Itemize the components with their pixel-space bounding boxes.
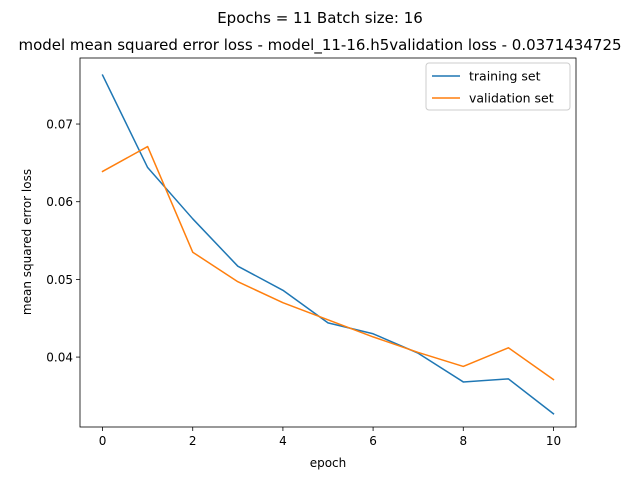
axes-frame xyxy=(79,57,577,428)
series-line-training xyxy=(101,74,555,415)
x-tick-label: 6 xyxy=(369,434,377,448)
x-tick-label: 8 xyxy=(459,434,467,448)
legend-frame xyxy=(425,62,571,111)
y-tick-label: 0.05 xyxy=(46,273,73,287)
x-tick-label: 0 xyxy=(99,434,107,448)
series-line-validation xyxy=(101,145,555,381)
y-tick-label: 0.04 xyxy=(46,351,73,365)
y-tick-label: 0.06 xyxy=(46,195,73,209)
axes-layer: 0 2 4 6 8 10 0.04 0.05 0.06 0.07 xyxy=(46,57,577,448)
x-tick-label: 10 xyxy=(546,434,561,448)
y-tick-label: 0.07 xyxy=(46,118,73,132)
x-tick-label: 4 xyxy=(279,434,287,448)
series-layer xyxy=(101,74,555,415)
chart-title: model mean squared error loss - model_11… xyxy=(18,36,621,55)
legend-label-training: training set xyxy=(469,69,541,84)
x-tick-label: 2 xyxy=(189,434,197,448)
legend-label-validation: validation set xyxy=(469,91,554,106)
x-axis-label: epoch xyxy=(310,456,347,470)
y-axis-label: mean squared error loss xyxy=(20,169,34,315)
legend: training set validation set xyxy=(425,62,571,111)
chart-suptitle: Epochs = 11 Batch size: 16 xyxy=(217,9,423,27)
